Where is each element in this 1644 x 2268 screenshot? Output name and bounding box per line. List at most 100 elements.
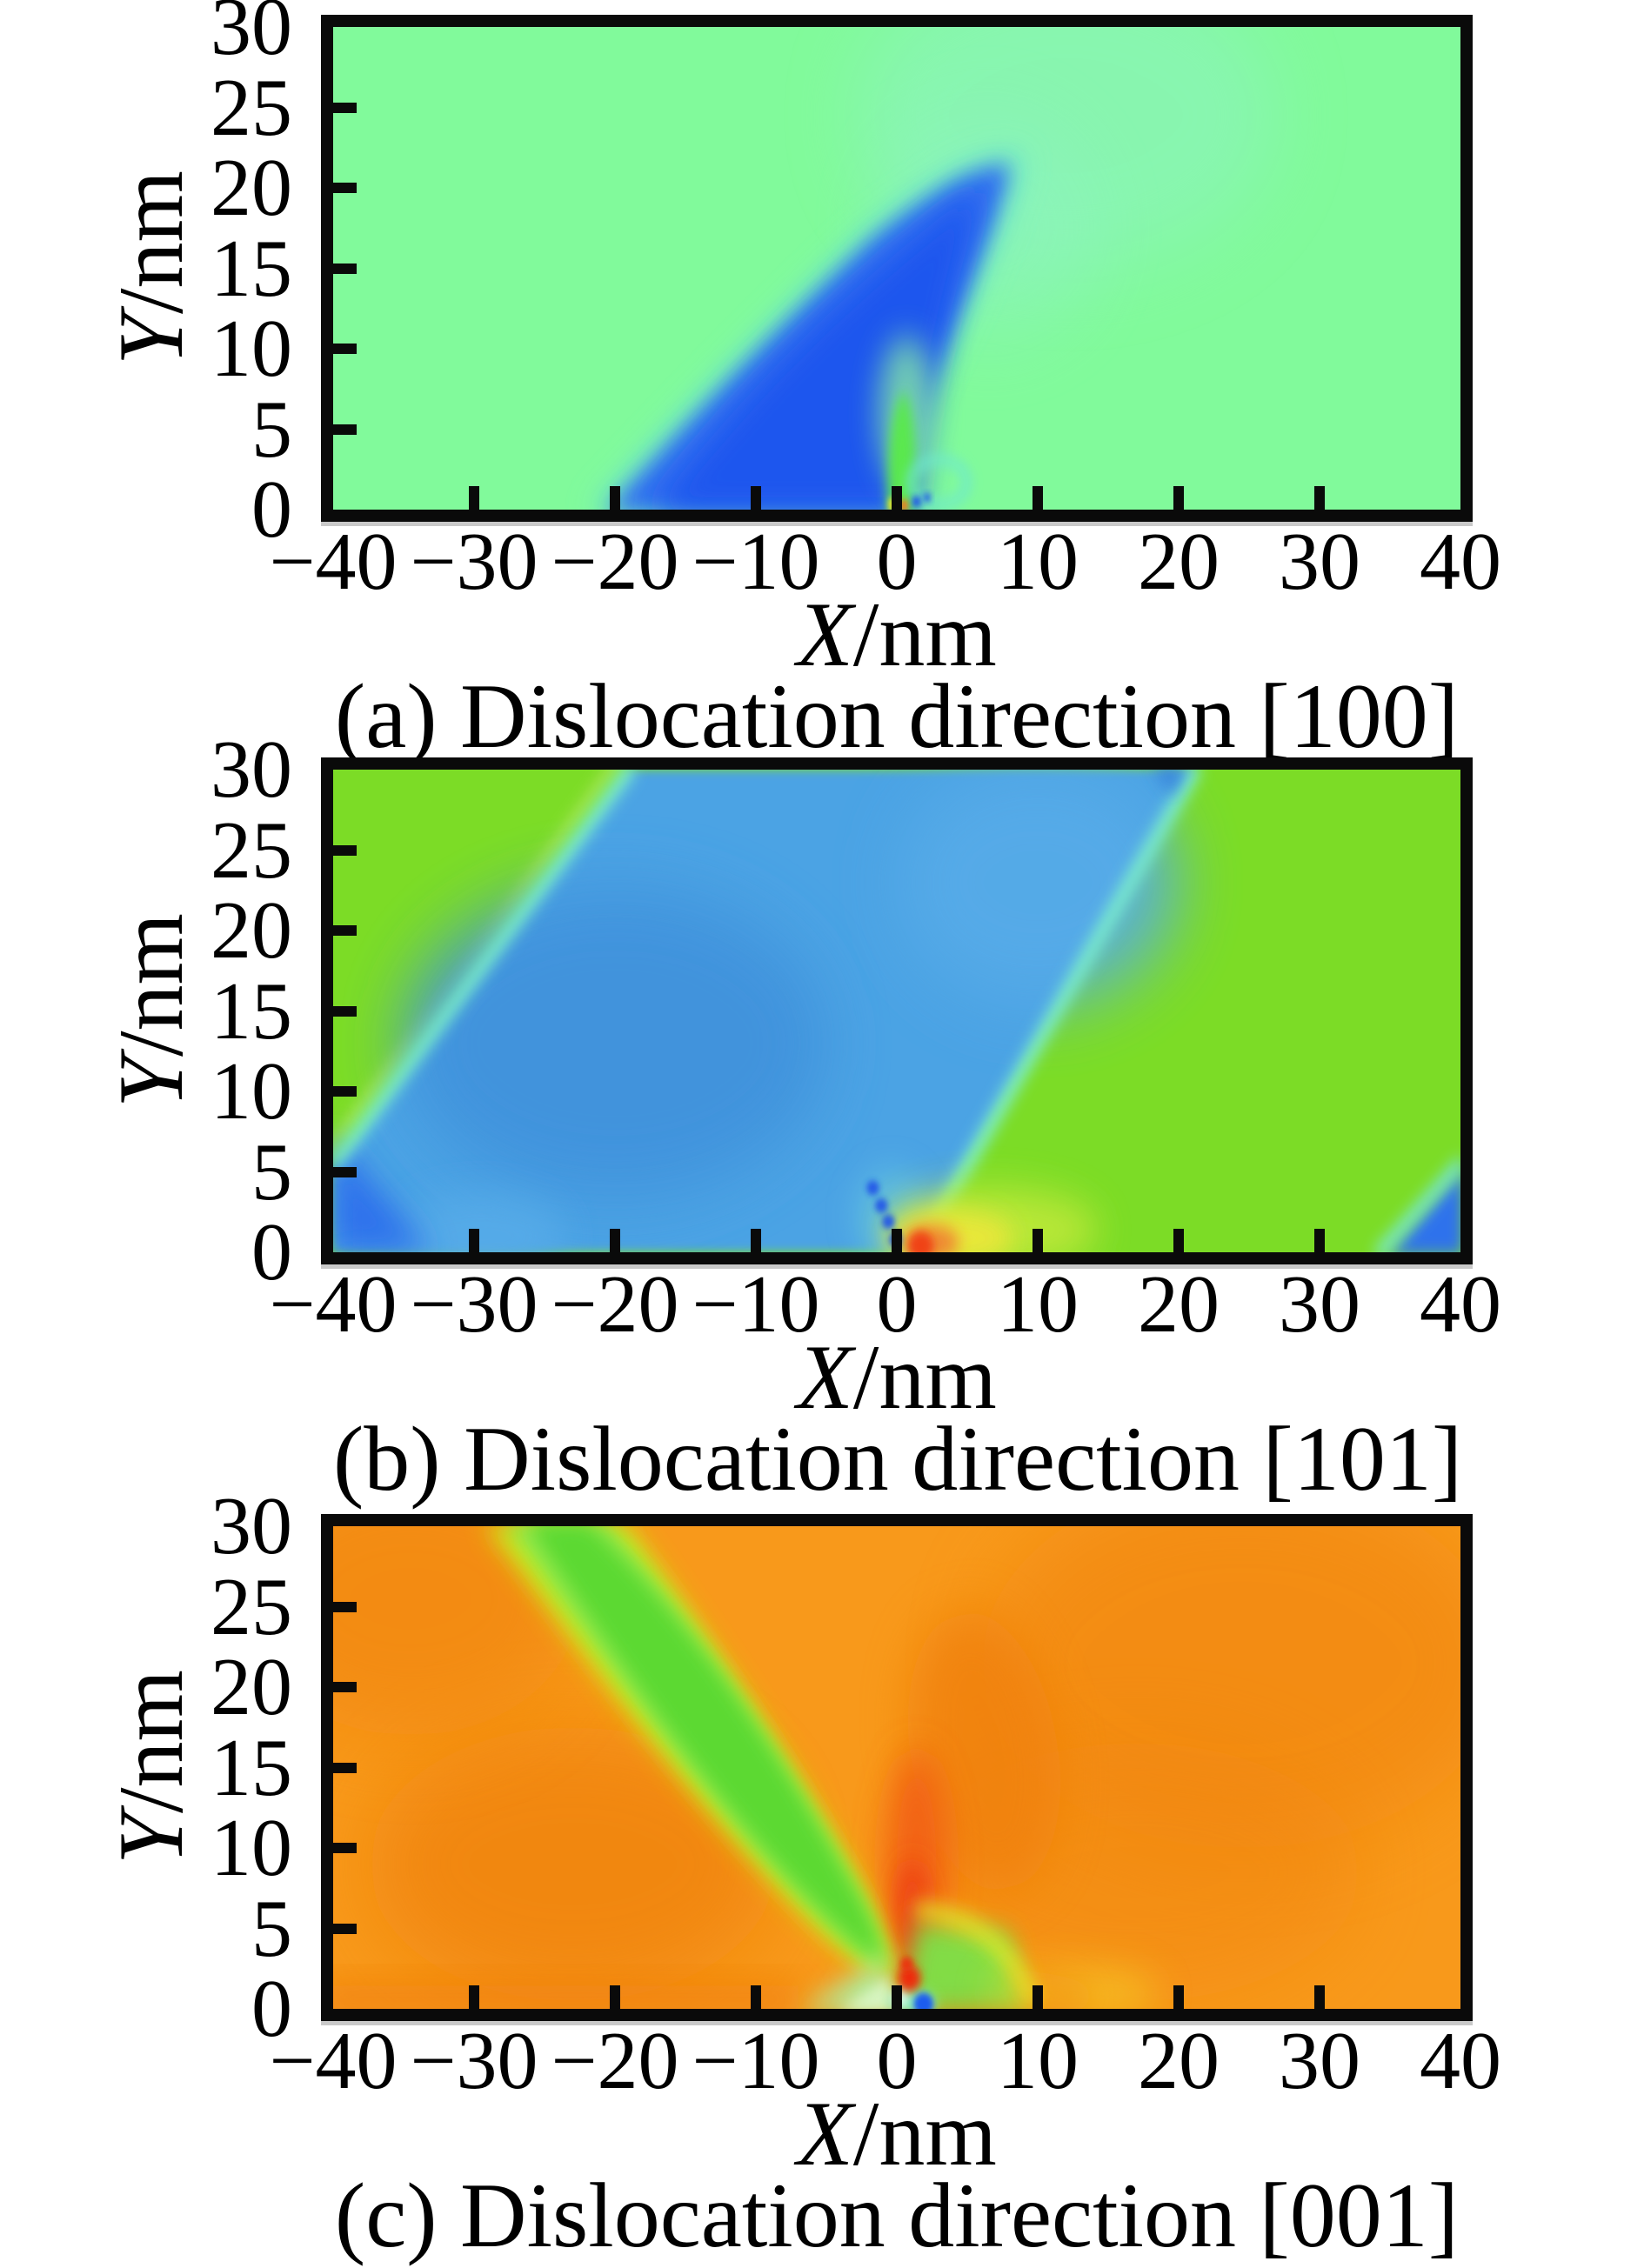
band-left-cyan-edge: [333, 770, 637, 1171]
x-axis-variable: X: [797, 1326, 853, 1428]
x-tick-mark: [892, 486, 902, 510]
x-tick-label: −20: [551, 1259, 679, 1350]
y-tick-label: 10: [211, 304, 292, 394]
x-tick-label: −20: [551, 2016, 679, 2106]
contour-plot-c: [333, 1526, 1460, 2009]
x-tick-mark: [1314, 1229, 1325, 1252]
y-tick-label: 30: [211, 724, 292, 815]
band-darker-patch: [404, 890, 826, 1197]
y-tick-label: 25: [211, 1561, 292, 1652]
y-tick-mark: [333, 925, 357, 936]
y-tick-label: 25: [211, 804, 292, 896]
x-tick-label: −40: [269, 1259, 398, 1350]
bottom-right-cyan-edge: [1373, 1157, 1460, 1252]
dark-orange-top-left: [333, 1526, 580, 1736]
y-tick-mark: [333, 263, 357, 274]
x-tick-mark: [892, 1985, 902, 2009]
contour-plot-b: [333, 770, 1460, 1252]
x-axis-unit: /nm: [852, 1326, 997, 1428]
x-tick-label: −10: [692, 1259, 820, 1350]
x-tick-mark: [1033, 486, 1043, 510]
x-axis-labels-c: −40 −30 −20 −10 0 10 20 30 40: [269, 2016, 1501, 2107]
x-tick-mark: [751, 486, 761, 510]
x-axis-labels-b: −40 −30 −20 −10 0 10 20 30 40: [269, 1259, 1501, 1351]
y-tick-label: 30: [211, 1481, 292, 1571]
y-axis-variable: Y: [100, 1812, 202, 1864]
y-tick-mark: [333, 844, 357, 856]
x-tick-label: 0: [876, 2016, 918, 2106]
y-tick-label: 20: [211, 885, 292, 976]
x-tick-label: −10: [692, 2016, 820, 2106]
origin-blue-dot: [913, 1992, 934, 2009]
x-tick-label: −30: [410, 1259, 538, 1350]
blue-speck-2: [881, 1214, 895, 1230]
panel-caption-a: (a) Dislocation direction [100]: [334, 665, 1460, 767]
y-tick-mark: [333, 1843, 357, 1853]
y-tick-mark: [333, 344, 357, 354]
origin-red-blob: [898, 1965, 921, 1991]
y-tick-label: 10: [211, 1803, 292, 1893]
x-tick-label: 40: [1420, 2016, 1501, 2106]
dark-orange-petal: [907, 1611, 1061, 1891]
plot-frame-a: [321, 15, 1473, 522]
y-axis-variable: Y: [100, 313, 202, 365]
x-tick-label: 10: [997, 517, 1079, 607]
y-tick-mark: [333, 1682, 357, 1692]
x-tick-label: 20: [1138, 517, 1220, 607]
y-tick-label: 25: [211, 62, 292, 153]
x-tick-label: 20: [1138, 2016, 1220, 2106]
y-tick-label: 15: [211, 223, 292, 314]
x-tick-mark: [1033, 1229, 1043, 1252]
y-tick-label: 15: [211, 1722, 292, 1813]
y-tick-mark: [333, 1166, 357, 1177]
band-lighter-patch-bottom: [396, 1196, 566, 1252]
x-tick-label: −20: [551, 517, 679, 607]
y-axis-labels-c: 0 5 10 15 20 25 30: [87, 1485, 304, 2050]
x-tick-label: 30: [1279, 517, 1360, 607]
y-tick-label: 10: [211, 1046, 292, 1137]
origin-blue-speck-2: [923, 493, 931, 502]
plot-frame-c: [321, 1514, 1473, 2021]
origin-cyan-swirl: [906, 455, 972, 510]
panel-c: 0 5 10 15 20 25 30 −40 −30 −20 −10 0 10 20 30 40 Y/nm …: [0, 1485, 1644, 2265]
x-axis-title-b: X/nm: [333, 1331, 1460, 1426]
y-tick-mark: [333, 102, 357, 113]
panel-b: 0 5 10 15 20 25 30 −40 −30 −20 −10 0 10 20 30 40 Y/nm …: [0, 729, 1644, 1509]
origin-red-blob-upper: [900, 1956, 913, 1971]
x-tick-label: −30: [410, 517, 538, 607]
y-tick-label: 0: [251, 1207, 292, 1297]
x-axis-variable: X: [797, 584, 853, 685]
blue-speck-3: [874, 1198, 888, 1213]
y-axis-labels-b: 0 5 10 15 20 25 30: [87, 729, 304, 1293]
top-edge-blue-dash: [1153, 770, 1186, 796]
x-tick-label: 10: [997, 2016, 1079, 2106]
heatmap-c: [333, 1526, 1460, 2009]
y-axis-title-c: Y/nm: [100, 1637, 202, 1898]
x-axis-unit: /nm: [852, 2083, 997, 2185]
x-tick-mark: [610, 486, 620, 510]
x-axis-labels-a: −40 −30 −20 −10 0 10 20 30 40: [269, 517, 1501, 608]
x-axis-variable: X: [797, 2083, 853, 2185]
x-tick-label: 30: [1279, 1259, 1360, 1350]
x-tick-mark: [610, 1229, 620, 1252]
y-tick-mark: [333, 424, 357, 435]
y-axis-unit: /nm: [100, 1670, 202, 1813]
band-lighter-patch-top: [897, 770, 1179, 1004]
y-tick-label: 5: [251, 1883, 292, 1974]
x-tick-mark: [1033, 1985, 1043, 2009]
x-tick-mark: [469, 1229, 479, 1252]
x-tick-label: 40: [1420, 517, 1501, 607]
dark-orange-bottom-strip: [333, 1983, 799, 2009]
green-band-core: [530, 1526, 883, 1959]
panel-a: 0 5 10 15 20 25 30 −40 −30 −20 −10 0 10 20 30 40 Y/nm …: [0, 0, 1644, 767]
y-axis-labels-a: 0 5 10 15 20 25 30: [87, 0, 304, 550]
x-tick-label: 0: [876, 517, 918, 607]
y-tick-label: 0: [251, 1964, 292, 2054]
origin-orange-dot: [899, 499, 908, 510]
y-tick-label: 15: [211, 965, 292, 1057]
y-axis-title-b: Y/nm: [100, 880, 202, 1141]
x-tick-mark: [1173, 486, 1184, 510]
x-tick-mark: [751, 1985, 761, 2009]
contour-plot-a: [333, 27, 1460, 510]
x-tick-mark: [751, 1229, 761, 1252]
